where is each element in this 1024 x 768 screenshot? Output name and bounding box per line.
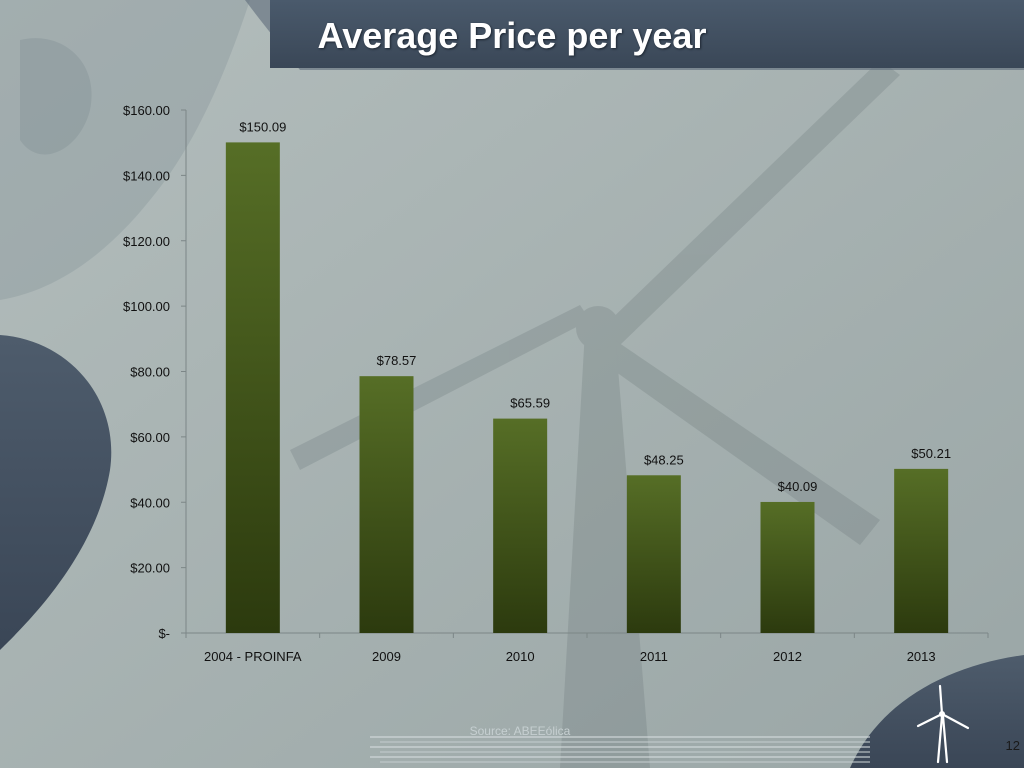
- bar: [626, 475, 681, 633]
- data-label: $48.25: [644, 452, 684, 467]
- x-tick-label: 2009: [372, 649, 401, 664]
- slide-title: Average Price per year: [317, 15, 707, 56]
- data-label: $65.59: [510, 396, 550, 411]
- title-bar: [270, 0, 1024, 68]
- bar: [225, 142, 280, 633]
- bar: [760, 501, 815, 633]
- y-tick-label: $80.00: [130, 365, 170, 380]
- y-tick-label: $160.00: [123, 103, 170, 118]
- data-label: $150.09: [239, 119, 286, 134]
- wind-turbine-icon: [916, 684, 970, 764]
- data-labels: $150.09 $78.57 $65.59 $48.25 $40.09 $50.21: [239, 119, 951, 494]
- y-tick-label: $-: [158, 626, 170, 641]
- x-tick-label: 2012: [773, 649, 802, 664]
- data-label: $50.21: [911, 446, 951, 461]
- y-tick-label: $40.00: [130, 495, 170, 510]
- slide-number: 12: [1005, 738, 1020, 753]
- x-axis: 2004 - PROINFA 2009 2010 2011 2012 2013: [185, 632, 989, 664]
- bar: [894, 468, 949, 633]
- data-label: $40.09: [778, 479, 818, 494]
- y-tick-label: $120.00: [123, 234, 170, 249]
- y-axis: $- $20.00 $40.00 $60.00 $80.00 $100.00 $120.00…: [123, 103, 187, 641]
- y-tick-label: $20.00: [130, 561, 170, 576]
- bars: [225, 142, 949, 633]
- data-label: $78.57: [377, 353, 417, 368]
- bar: [359, 376, 414, 633]
- x-tick-label: 2004 - PROINFA: [204, 649, 302, 664]
- y-tick-label: $60.00: [130, 430, 170, 445]
- y-tick-label: $100.00: [123, 299, 170, 314]
- x-tick-label: 2011: [640, 649, 668, 664]
- y-tick-label: $140.00: [123, 168, 170, 183]
- bar: [493, 418, 548, 633]
- x-tick-label: 2010: [506, 649, 535, 664]
- x-tick-label: 2013: [907, 649, 936, 664]
- source-note: Source: ABEEólica: [469, 724, 571, 738]
